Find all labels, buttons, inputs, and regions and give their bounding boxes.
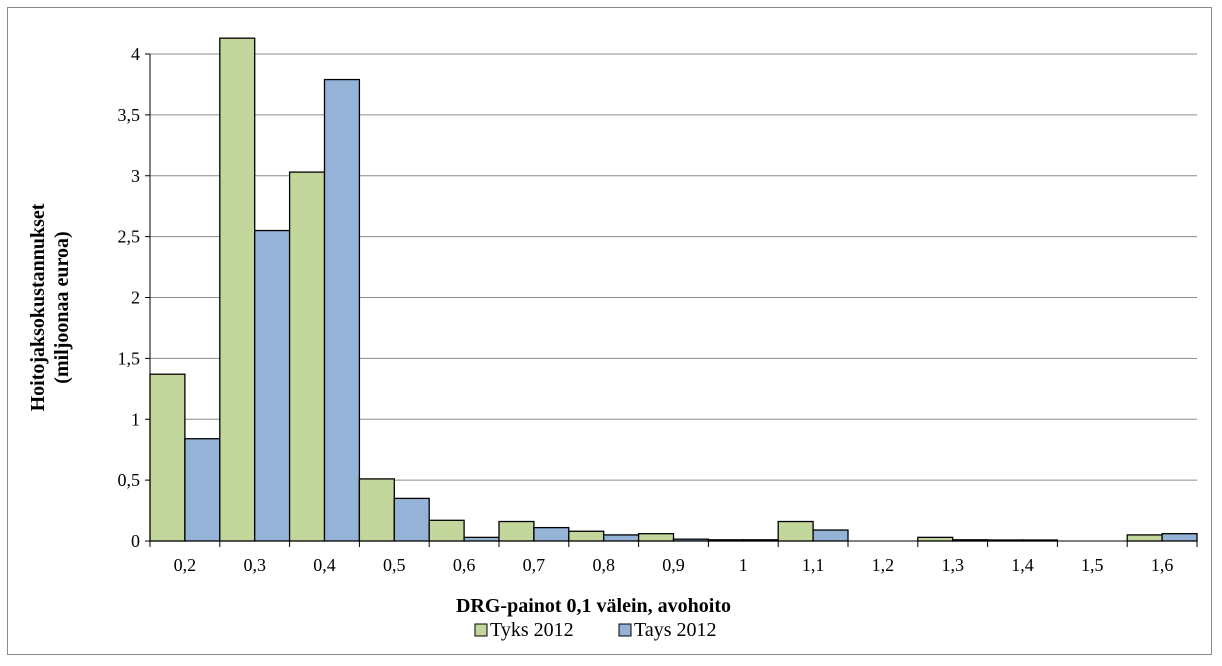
x-tick-label: 0,2 [174,555,197,575]
y-tick-labels: 0 0,5 1 1,5 2 2,5 3 3,5 4 [118,44,141,551]
bar-tyks [149,373,186,542]
x-tick-label: 0,6 [453,555,476,575]
bar-tyks [288,171,326,542]
x-tick-label: 0,8 [592,555,615,575]
y-tick-label: 3 [131,166,140,186]
bar-tays [393,497,430,542]
x-axis-title: DRG-painot 0,1 välein, avohoito [456,595,731,617]
x-tick-labels: 0,2 0,3 0,4 0,5 0,6 0,7 0,8 0,9 1 1,1 1,2 1,3 1,4 1,5… [174,555,1174,575]
bar-tays [184,438,221,542]
bar-tays [463,536,500,542]
bar-tays [254,229,291,542]
bar-tays [323,78,361,542]
y-tick-label: 1,5 [118,348,141,368]
y-tick-label: 1 [131,409,140,429]
bar-tyks [637,533,675,542]
y-axis-title-line-1: Hoitojaksokustannukset [27,203,49,411]
bar-tays [1161,533,1198,542]
x-tick-label: 1,2 [872,555,895,575]
x-tick-label: 0,4 [313,555,336,575]
legend: Tyks 2012 Tays 2012 [474,619,716,641]
x-tick-label: 1,3 [941,555,964,575]
bar-tyks [568,530,605,542]
legend-label-tyks: Tyks 2012 [490,619,574,641]
bar-tays [533,526,570,542]
bar-tyks [428,519,465,542]
bars [149,37,1198,542]
y-axis-title-line-2: (miljoonaa euroa) [51,231,73,383]
bar-tyks [1126,534,1163,542]
y-tick-label: 0 [131,531,140,551]
y-tick-label: 4 [131,44,140,64]
legend-label-tays: Tays 2012 [634,619,716,641]
x-tick-label: 1,1 [802,555,825,575]
x-tick-label: 0,3 [243,555,266,575]
bar-tyks [917,536,954,542]
x-tick-label: 0,9 [662,555,685,575]
y-tick-label: 2 [131,288,140,308]
bar-tyks [498,520,535,542]
legend-swatch-tyks [474,623,488,637]
x-tick-label: 0,5 [383,555,406,575]
y-tick-label: 0,5 [118,470,141,490]
axes [149,54,1198,547]
bar-tays [812,529,849,542]
bar-tays [603,534,640,542]
x-tick-label: 1,6 [1151,555,1174,575]
x-tick-label: 0,7 [523,555,546,575]
bar-tyks [777,520,814,542]
x-tick-label: 1 [739,555,748,575]
x-tick-label: 1,4 [1011,555,1034,575]
bar-tyks [358,478,395,542]
y-tick-label: 2,5 [118,227,141,247]
x-tick-label: 1,5 [1081,555,1104,575]
legend-swatch-tays [618,623,632,637]
y-tick-label: 3,5 [118,105,141,125]
bar-tyks [219,37,256,542]
